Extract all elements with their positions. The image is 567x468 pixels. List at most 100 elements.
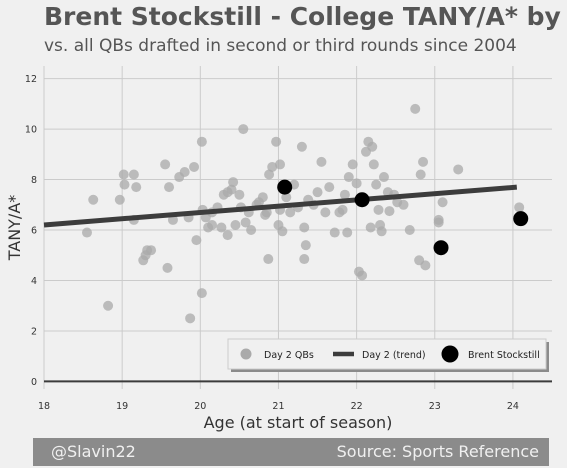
stockstill-point — [513, 211, 529, 227]
day2-point — [230, 219, 241, 230]
day2-point — [246, 225, 257, 236]
day2-point — [376, 226, 387, 237]
day2-point — [128, 169, 139, 180]
footer-source: Source: Sports Reference — [336, 442, 539, 461]
day2-point — [300, 240, 311, 251]
footer-bar: @Slavin22 Source: Sports Reference — [33, 438, 549, 466]
day2-point — [296, 141, 307, 152]
day2-point — [275, 159, 286, 170]
day2-point — [415, 169, 426, 180]
day2-point — [191, 235, 202, 246]
day2-point — [357, 270, 368, 281]
chart-title: Brent Stockstill - College TANY/A* by Ag… — [44, 2, 567, 31]
day2-point — [277, 226, 288, 237]
day2-points — [81, 103, 525, 324]
day2-point — [216, 222, 227, 233]
day2-point — [196, 136, 207, 147]
x-tick-label: 19 — [116, 401, 128, 412]
footer-handle: @Slavin22 — [51, 442, 136, 461]
day2-point — [316, 156, 327, 167]
day2-point — [320, 207, 331, 218]
y-tick-label: 6 — [31, 226, 37, 237]
stockstill-point — [277, 179, 293, 195]
legend: Day 2 QBs Day 2 (trend) Brent Stockstill — [227, 338, 549, 372]
day2-point — [88, 194, 99, 205]
day2-point — [103, 300, 114, 311]
day2-point — [257, 192, 268, 203]
x-tick-label: 23 — [429, 401, 441, 412]
day2-point — [131, 182, 142, 193]
day2-point — [164, 182, 175, 193]
day2-point — [196, 288, 207, 299]
day2-point — [337, 204, 348, 215]
y-tick-label: 8 — [31, 175, 37, 186]
x-tick-label: 24 — [507, 401, 519, 412]
x-tick-label: 18 — [38, 401, 50, 412]
day2-point — [343, 172, 354, 183]
day2-point — [371, 179, 382, 190]
day2-point — [146, 245, 157, 256]
day2-point — [119, 179, 130, 190]
day2-point — [285, 207, 296, 218]
day2-point — [324, 182, 335, 193]
day2-point — [404, 225, 415, 236]
y-tick-label: 4 — [31, 276, 37, 287]
legend-label-day2: Day 2 QBs — [264, 350, 314, 361]
legend-label-stockstill: Brent Stockstill — [468, 350, 540, 361]
trend-line — [43, 184, 518, 228]
day2-point — [420, 260, 431, 271]
y-tick-label: 0 — [31, 377, 37, 388]
day2-point — [271, 136, 282, 147]
day2-point — [264, 169, 275, 180]
legend-marker-stockstill — [441, 345, 459, 363]
day2-point — [167, 214, 178, 225]
legend-label-trend: Day 2 (trend) — [362, 350, 426, 361]
day2-point — [162, 262, 173, 273]
day2-point — [281, 192, 292, 203]
day2-point — [410, 103, 421, 114]
legend-marker-day2 — [240, 348, 252, 360]
grid — [43, 66, 552, 389]
stockstill-points — [277, 179, 529, 256]
day2-point — [433, 214, 444, 225]
stockstill-point — [354, 192, 370, 208]
day2-point — [228, 177, 239, 188]
day2-point — [384, 206, 395, 217]
day2-point — [453, 164, 464, 175]
x-axis-label: Age (at start of season) — [204, 413, 393, 432]
day2-point — [398, 199, 409, 210]
day2-point — [240, 217, 251, 228]
day2-point — [514, 202, 525, 213]
stockstill-point — [433, 240, 449, 256]
day2-point — [261, 207, 272, 218]
day2-point — [373, 204, 384, 215]
day2-point — [437, 197, 448, 208]
y-axis-label: TANY/A* — [5, 195, 24, 262]
day2-point — [368, 159, 379, 170]
day2-point — [189, 161, 200, 172]
day2-point — [118, 169, 129, 180]
day2-point — [342, 227, 353, 238]
day2-point — [329, 227, 340, 238]
day2-point — [207, 219, 218, 230]
day2-point — [312, 187, 323, 198]
chart-subtitle: vs. all QBs drafted in second or third r… — [44, 36, 517, 56]
day2-point — [365, 222, 376, 233]
legend-box — [227, 338, 547, 370]
day2-point — [160, 159, 171, 170]
day2-point — [226, 184, 237, 195]
day2-point — [299, 222, 310, 233]
y-axis-ticks: 0 2 4 6 8 10 12 — [25, 74, 37, 388]
day2-point — [179, 166, 190, 177]
day2-point — [234, 189, 245, 200]
day2-point — [267, 161, 278, 172]
y-tick-label: 10 — [25, 125, 37, 136]
x-tick-label: 21 — [272, 401, 284, 412]
day2-point — [378, 172, 389, 183]
day2-point — [185, 313, 196, 324]
trend-line-layer — [43, 184, 518, 228]
day2-point — [367, 141, 378, 152]
day2-point — [222, 230, 233, 241]
day2-point — [299, 254, 310, 265]
